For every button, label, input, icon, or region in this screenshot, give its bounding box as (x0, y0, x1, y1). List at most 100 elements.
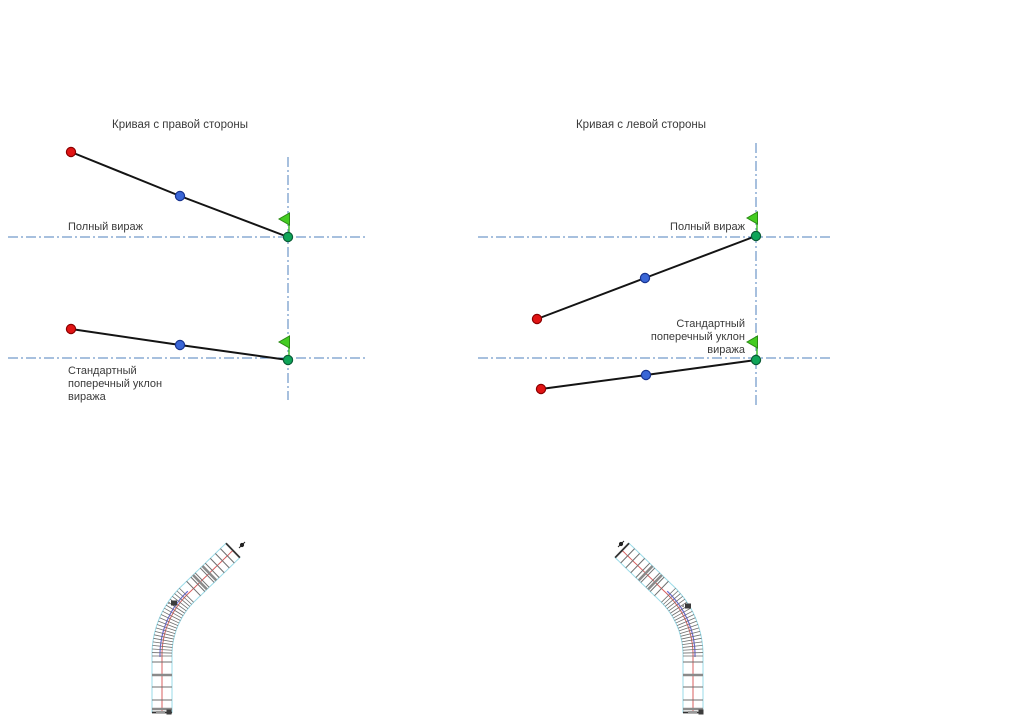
station-marker-mid (685, 603, 691, 609)
road-cross-tick (681, 637, 702, 643)
flag-icon (277, 212, 290, 226)
station-point-green (750, 354, 762, 366)
road-edge-line (628, 542, 704, 713)
station-marker-bottom (698, 709, 704, 715)
road-cross-tick (649, 576, 665, 592)
road-cross-tick (668, 598, 686, 612)
station-point-red (65, 323, 77, 335)
station-point-blue (640, 369, 652, 381)
station-marker-bottom-text (156, 711, 165, 713)
panel-curve-right-side (8, 146, 367, 400)
road-plan-right (614, 540, 704, 715)
road-cross-tick (682, 648, 703, 651)
station-point-red (535, 383, 547, 395)
road-cross-tick (154, 634, 174, 640)
road-cross-tick (190, 576, 206, 592)
road-cross-tick (678, 624, 699, 632)
road-cross-tick (174, 593, 191, 607)
road-cross-tick (682, 645, 703, 648)
station-point-red (65, 146, 77, 158)
road-cross-tick (165, 604, 184, 616)
road-cross-tick (680, 630, 701, 637)
station-marker-top (618, 541, 624, 547)
station-marker-top (239, 542, 245, 548)
station-marker-mid-text (168, 602, 170, 604)
road-cross-tick (682, 641, 703, 646)
road-cross-tick (664, 593, 681, 607)
road-cross-tick (153, 637, 174, 643)
road-edge-line (171, 556, 241, 713)
road-cross-tick (625, 553, 640, 569)
road-cross-tick (663, 590, 679, 605)
label-standard-cross-slope-left: Стандартный поперечный уклон виража (68, 365, 163, 403)
label-full-superelevation-left: Полный вираж (68, 221, 143, 233)
road-cross-tick (661, 587, 676, 603)
panel-title-left-side-curve: Кривая с левой стороны (575, 119, 707, 131)
label-standard-cross-slope-right: Стандартный поперечный уклон виража (650, 318, 745, 356)
station-point-red (531, 313, 543, 325)
road-cross-tick (154, 630, 175, 637)
road-cross-tick (640, 567, 656, 583)
station-point-green (750, 230, 762, 242)
road-cross-tick (186, 580, 201, 597)
road-cross-tick (172, 595, 189, 609)
station-point-blue (174, 339, 186, 351)
label-full-superelevation-right: Полный вираж (670, 221, 745, 233)
station-point-blue (639, 272, 651, 284)
station-point-green (282, 231, 294, 243)
road-cross-tick (194, 572, 210, 588)
flag-icon (745, 335, 758, 349)
road-cross-tick (159, 617, 179, 626)
road-cross-tick (670, 601, 688, 614)
station-marker-bottom (166, 709, 172, 715)
road-cross-tick (635, 562, 651, 578)
road-cross-tick (614, 542, 630, 559)
road-cross-tick (201, 565, 218, 582)
panel-curve-left-side (478, 143, 833, 405)
road-cross-tick (215, 553, 230, 569)
road-cross-tick (645, 572, 661, 588)
station-marker-mid-text (682, 605, 684, 607)
station-point-green (282, 354, 294, 366)
road-cross-tick (199, 567, 215, 583)
station-marker-mid (171, 600, 177, 606)
road-cross-tick (225, 542, 241, 559)
road-cross-tick (681, 634, 701, 640)
road-centerline (161, 549, 234, 713)
road-cross-tick (209, 558, 225, 574)
road-cross-tick (156, 624, 177, 632)
road-cross-tick (160, 614, 180, 624)
road-cross-tick (630, 558, 646, 574)
road-cross-tick (204, 562, 220, 578)
flag-icon (277, 335, 290, 349)
road-cross-tick (647, 574, 663, 591)
road-cross-tick (675, 614, 695, 624)
road-edge-line (614, 556, 684, 713)
road-cross-tick (176, 590, 192, 605)
road-cross-tick (673, 607, 691, 619)
road-cross-tick (152, 648, 173, 651)
road-cross-tick (152, 645, 173, 648)
road-cross-tick (164, 607, 182, 619)
road-cross-tick (158, 620, 178, 629)
road-cross-tick (674, 610, 693, 621)
road-cross-tick (152, 652, 173, 654)
road-cross-tick (666, 595, 683, 609)
road-cross-tick (620, 548, 635, 564)
road-cross-tick (654, 580, 669, 597)
road-cross-tick (676, 617, 696, 626)
road-plan-left (151, 541, 246, 715)
road-cross-tick (179, 587, 194, 603)
road-cross-tick (220, 548, 235, 564)
road-cross-tick (155, 627, 176, 634)
station-point-blue (174, 190, 186, 202)
road-edge-line (151, 542, 227, 713)
road-cross-tick (679, 627, 700, 634)
road-centerline (621, 549, 694, 713)
station-marker-bottom-text (688, 711, 697, 713)
road-cross-tick (677, 620, 697, 629)
road-cross-tick (192, 574, 208, 591)
road-cross-tick (682, 652, 703, 654)
